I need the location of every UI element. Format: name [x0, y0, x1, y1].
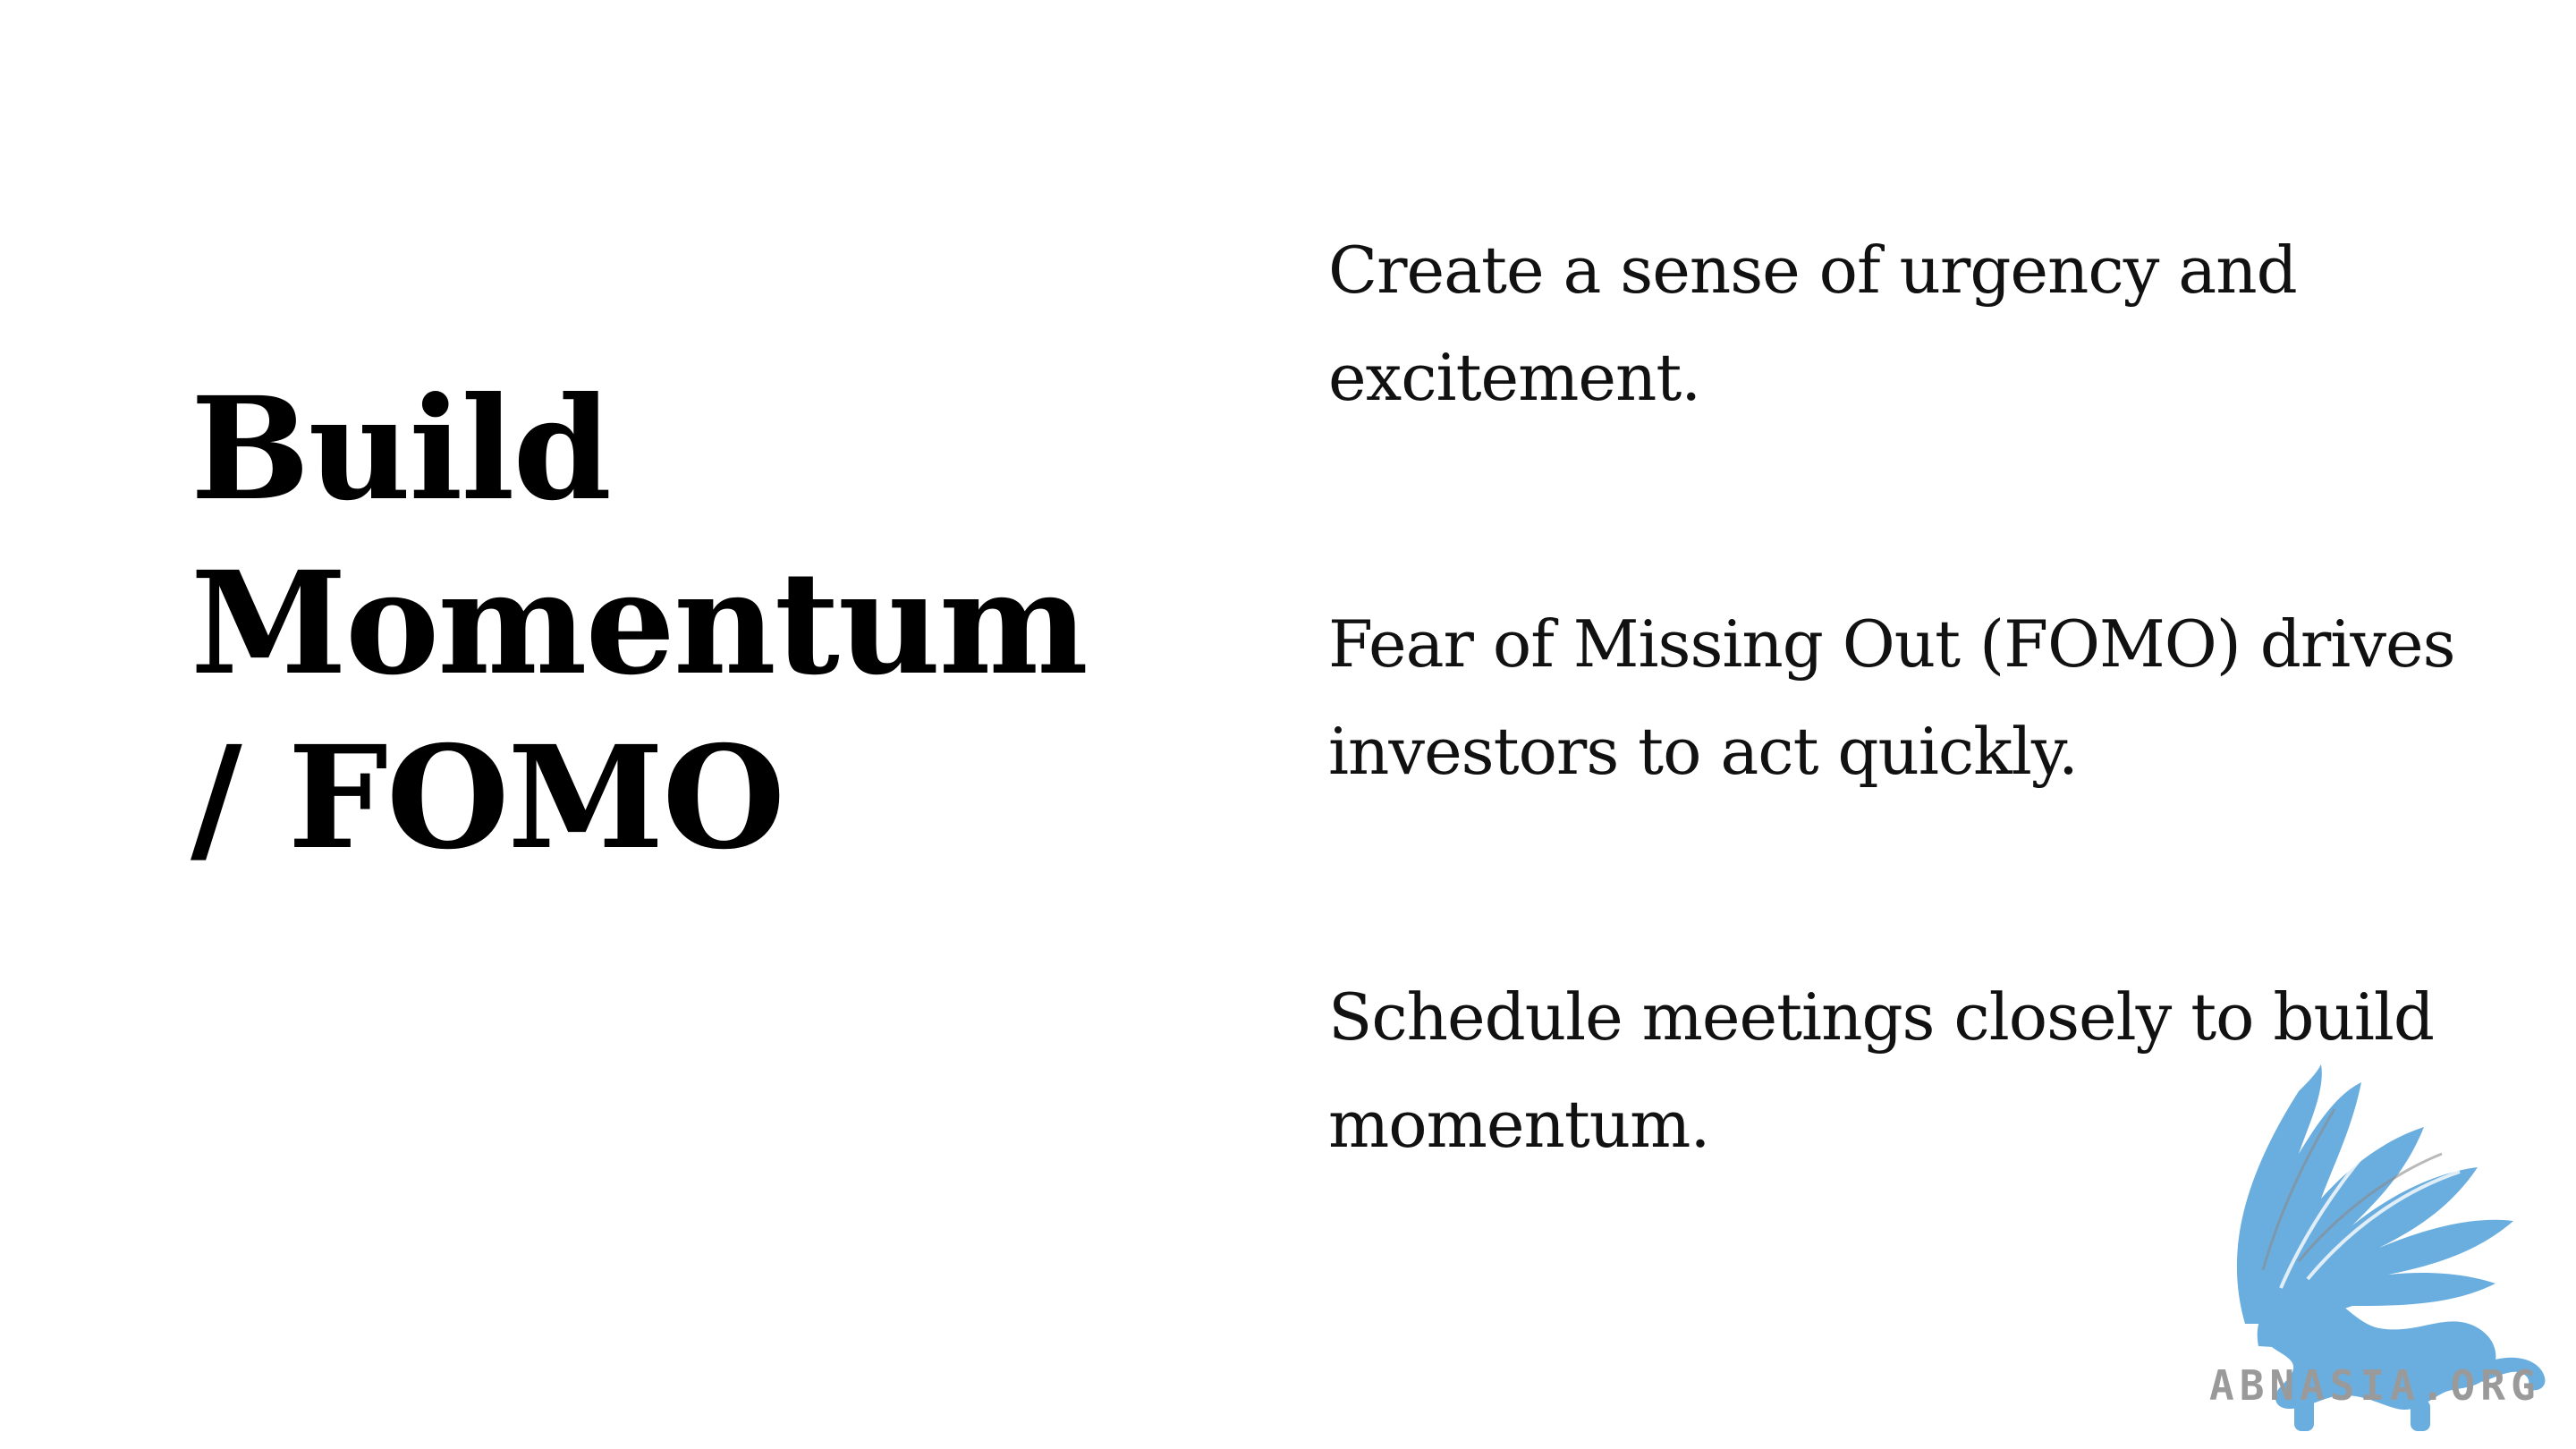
bullet-line: investors to act quickly.: [1328, 714, 2079, 789]
bullet-line: excitement.: [1328, 340, 1701, 415]
bullet-item: Schedule meetings closely to build momen…: [1328, 963, 2491, 1178]
title-line: Momentum: [191, 541, 1089, 707]
title-line: / FOMO: [191, 716, 785, 881]
bullet-line: Create a sense of urgency and: [1328, 233, 2298, 308]
bullet-item: Fear of Missing Out (FOMO) drives invest…: [1328, 590, 2491, 805]
title-line: Build: [191, 367, 612, 532]
bullet-line: Schedule meetings closely to build: [1328, 979, 2435, 1055]
logo-text: ABNASIA.ORG: [2209, 1361, 2541, 1410]
griffin-logo-icon: [2174, 1055, 2576, 1449]
slide-title: Build Momentum / FOMO: [191, 362, 1219, 886]
bullet-line: Fear of Missing Out (FOMO) drives: [1328, 606, 2456, 682]
bullet-item: Create a sense of urgency and excitement…: [1328, 216, 2491, 431]
bullet-line: momentum.: [1328, 1087, 1710, 1162]
